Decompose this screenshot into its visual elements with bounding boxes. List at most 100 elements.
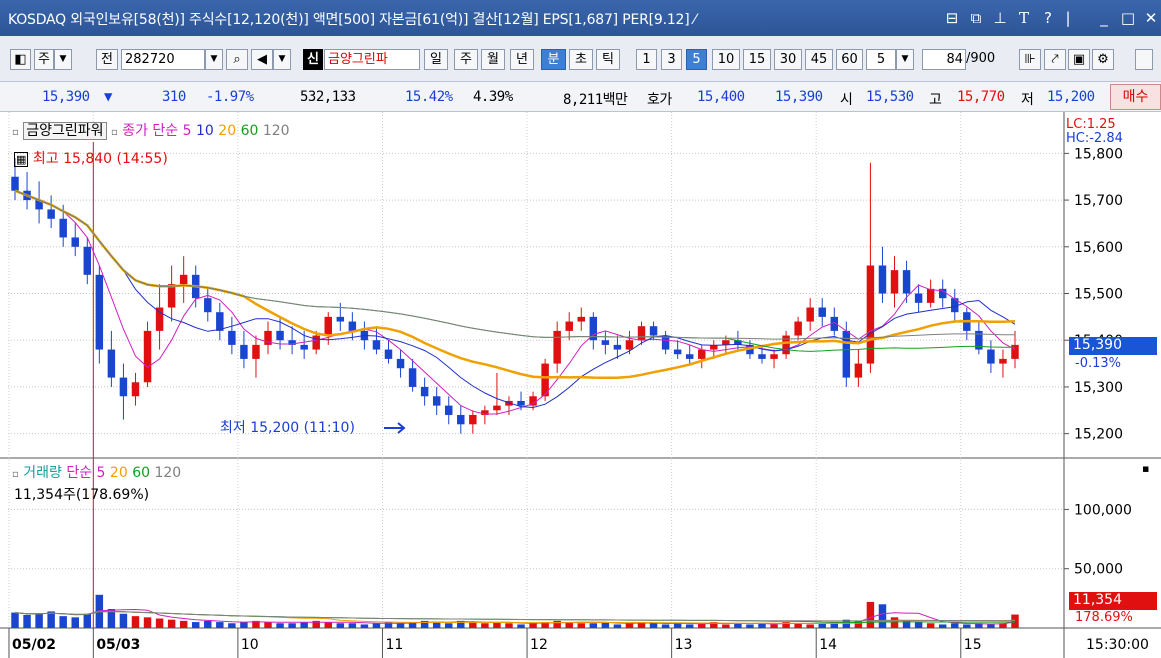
candle-body [866, 265, 875, 364]
font-icon[interactable]: T [1018, 9, 1029, 27]
volume-bar [866, 601, 875, 628]
period-year-button[interactable]: 년 [510, 49, 534, 70]
gear-icon[interactable]: ⚙ [1092, 49, 1114, 70]
interval-10-button[interactable]: 10 [712, 49, 740, 70]
period-month-button[interactable]: 월 [481, 49, 505, 70]
vol-ma-period-5: 5 [96, 465, 106, 481]
close-icon[interactable]: ✕ [1144, 9, 1158, 27]
interval-3-button[interactable]: 3 [661, 49, 682, 70]
volume-bar [770, 624, 778, 628]
prefix-button[interactable]: 전 [96, 49, 118, 70]
maximize-icon[interactable]: □ [1120, 9, 1136, 27]
volume-bar [167, 619, 176, 628]
volume-bar [59, 616, 67, 628]
minimize-icon[interactable]: _ [1100, 9, 1108, 27]
volume-bar [517, 624, 525, 628]
candle-body [420, 386, 429, 397]
open-price: 15,530 [866, 89, 914, 105]
bar-count-input[interactable]: 84 [922, 49, 966, 70]
stock-name-field[interactable]: 금양그린파 [324, 49, 420, 70]
ask-price: 15,400 [697, 89, 745, 105]
stock-code-input[interactable]: 282720 [121, 49, 205, 70]
volume-label[interactable]: 거래량 [23, 465, 62, 481]
period-week-button[interactable]: 주 [454, 49, 478, 70]
option-checkbox[interactable] [1135, 49, 1153, 70]
candle-body [384, 349, 393, 359]
volume-bar [722, 624, 730, 628]
market-dropdown-icon[interactable]: ▼ [54, 49, 72, 70]
volume-bar [890, 617, 899, 628]
candle-body [312, 335, 320, 350]
candle-body [722, 340, 730, 345]
copy-window-icon[interactable]: ⧉ [970, 9, 982, 27]
volume-bar [842, 619, 851, 628]
period-tick-button[interactable]: 틱 [596, 49, 620, 70]
volume-bar [324, 622, 332, 628]
volume-bar [553, 620, 561, 628]
volume-bar [529, 623, 537, 628]
candle-body [300, 344, 308, 350]
market-button[interactable]: 주 [34, 49, 54, 70]
volume-bar [457, 620, 465, 628]
stock-name-label[interactable]: 금양그린파워 [23, 122, 107, 140]
pin-icon[interactable]: ⊥ [993, 9, 1007, 27]
interval-1-button[interactable]: 1 [636, 49, 657, 70]
candle-body [264, 330, 272, 345]
candle-body [601, 340, 610, 345]
speaker-dropdown-icon[interactable]: ▼ [273, 49, 291, 70]
volume-bar [505, 623, 513, 628]
volume-bar [854, 620, 863, 628]
ma-period-120: 120 [262, 123, 290, 139]
chart-area[interactable]: 15,80015,70015,60015,50015,40015,30015,2… [0, 112, 1161, 658]
interval-45-button[interactable]: 45 [805, 49, 833, 70]
interval-select[interactable]: 5 [866, 49, 896, 70]
code-dropdown-icon[interactable]: ▼ [205, 49, 223, 70]
interval-dropdown-icon[interactable]: ▼ [896, 49, 914, 70]
chart-canvas[interactable]: 15,80015,70015,60015,50015,40015,30015,2… [0, 112, 1161, 658]
candle-body [782, 335, 790, 355]
volume-bar [469, 622, 477, 628]
volume-bar [782, 622, 790, 628]
candle-body [47, 209, 55, 219]
draw-tool-icon[interactable]: ⤤ [1044, 49, 1066, 70]
candle-body [35, 200, 43, 210]
period-day-button[interactable]: 일 [424, 49, 448, 70]
save-icon[interactable]: ▣ [1068, 49, 1090, 70]
candle-body [396, 358, 405, 369]
interval-5-button[interactable]: 5 [686, 49, 707, 70]
candle-body [252, 344, 260, 359]
speaker-icon[interactable]: ◀ [251, 49, 273, 70]
panel-close-icon[interactable]: ▪ [1142, 462, 1150, 475]
interval-15-button[interactable]: 15 [743, 49, 771, 70]
candle-body [806, 307, 814, 322]
indicator-icon[interactable]: ⊪ [1019, 49, 1041, 70]
volume-bar [384, 622, 393, 628]
volume-bar [951, 623, 959, 628]
buy-button[interactable]: 매수 [1110, 84, 1161, 110]
period-minute-button[interactable]: 분 [541, 49, 566, 70]
candle-body [95, 274, 104, 350]
divider-icon: | [1065, 9, 1071, 27]
restore-icon[interactable]: ⊟ [945, 9, 959, 27]
volume: 532,133 [300, 89, 356, 105]
interval-60-button[interactable]: 60 [836, 49, 863, 70]
candle-body [529, 396, 537, 406]
interval-30-button[interactable]: 30 [774, 49, 802, 70]
hoga-label: 호가 [647, 92, 672, 108]
candle-body [553, 330, 561, 364]
layout-icon[interactable]: ◧ [10, 49, 31, 70]
period-second-button[interactable]: 초 [569, 49, 593, 70]
help-icon[interactable]: ? [1044, 9, 1052, 27]
candle-body [11, 176, 19, 191]
price-tick-label: 15,500 [1074, 287, 1123, 303]
volume-bar [601, 622, 610, 628]
candle-body [83, 246, 92, 275]
grid-icon[interactable]: ▦ [14, 152, 29, 167]
high-price: 15,770 [957, 89, 1005, 105]
search-icon[interactable]: ⌕ [226, 49, 248, 70]
volume-tick-label: 50,000 [1074, 562, 1123, 578]
price-change: 310 [162, 89, 186, 105]
volume-bar [710, 622, 718, 628]
turnover-pct: 15.42% [405, 89, 453, 105]
